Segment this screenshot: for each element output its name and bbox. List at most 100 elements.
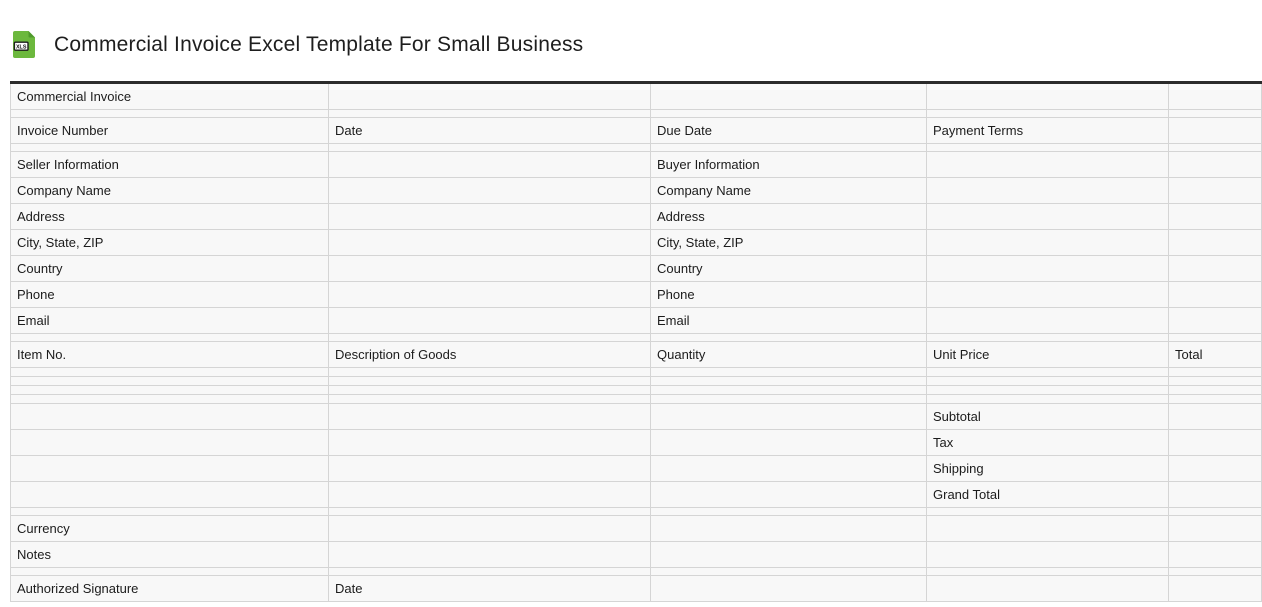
table-cell bbox=[10, 403, 329, 430]
item-row bbox=[10, 394, 1262, 404]
item-row bbox=[10, 385, 1262, 395]
table-cell bbox=[926, 385, 1169, 395]
cell-tax-label: Tax bbox=[926, 429, 1169, 456]
table-cell bbox=[650, 403, 927, 430]
item-row bbox=[10, 367, 1262, 377]
table-cell bbox=[1168, 109, 1262, 118]
cell-currency-label: Currency bbox=[10, 515, 329, 542]
cell-seller-phone-label: Phone bbox=[10, 281, 329, 308]
table-cell bbox=[328, 385, 651, 395]
cell-subtotal-label: Subtotal bbox=[926, 403, 1169, 430]
table-row: Address Address bbox=[10, 203, 1262, 230]
item-header-row: Item No. Description of Goods Quantity U… bbox=[10, 341, 1262, 368]
page-title: Commercial Invoice Excel Template For Sm… bbox=[54, 32, 584, 56]
table-cell bbox=[328, 307, 651, 334]
cell-signature-date-label: Date bbox=[328, 575, 651, 602]
table-cell bbox=[650, 455, 927, 482]
cell-seller-information-label: Seller Information bbox=[10, 151, 329, 178]
cell-description-of-goods-header: Description of Goods bbox=[328, 341, 651, 368]
table-cell bbox=[650, 567, 927, 576]
table-cell bbox=[926, 203, 1169, 230]
table-cell bbox=[926, 109, 1169, 118]
cell-buyer-information-label: Buyer Information bbox=[650, 151, 927, 178]
table-cell bbox=[926, 567, 1169, 576]
table-cell bbox=[1168, 281, 1262, 308]
cell-unit-price-header: Unit Price bbox=[926, 341, 1169, 368]
cell-buyer-phone-label: Phone bbox=[650, 281, 927, 308]
table-cell bbox=[650, 575, 927, 602]
table-cell bbox=[328, 151, 651, 178]
table-row: Shipping bbox=[10, 455, 1262, 482]
cell-buyer-country-label: Country bbox=[650, 255, 927, 282]
table-cell bbox=[926, 255, 1169, 282]
table-cell bbox=[1168, 143, 1262, 152]
table-cell bbox=[1168, 481, 1262, 508]
table-cell bbox=[650, 507, 927, 516]
table-row: Email Email bbox=[10, 307, 1262, 334]
table-cell bbox=[328, 541, 651, 568]
cell-invoice-number-label: Invoice Number bbox=[10, 117, 329, 144]
table-cell bbox=[926, 515, 1169, 542]
table-cell bbox=[10, 143, 329, 152]
cell-seller-city-state-zip-label: City, State, ZIP bbox=[10, 229, 329, 256]
cell-commercial-invoice-title: Commercial Invoice bbox=[10, 82, 329, 110]
table-cell bbox=[328, 403, 651, 430]
table-cell bbox=[328, 515, 651, 542]
table-cell bbox=[10, 109, 329, 118]
table-cell bbox=[10, 367, 329, 377]
table-row: Country Country bbox=[10, 255, 1262, 282]
table-cell bbox=[10, 385, 329, 395]
table-cell bbox=[926, 394, 1169, 404]
cell-due-date-label: Due Date bbox=[650, 117, 927, 144]
table-cell bbox=[926, 376, 1169, 386]
table-cell bbox=[328, 333, 651, 342]
cell-payment-terms-label: Payment Terms bbox=[926, 117, 1169, 144]
spacer-row bbox=[10, 333, 1262, 342]
table-cell bbox=[926, 333, 1169, 342]
table-cell bbox=[1168, 394, 1262, 404]
spacer-row bbox=[10, 109, 1262, 118]
table-cell bbox=[1168, 333, 1262, 342]
table-cell bbox=[328, 376, 651, 386]
table-cell bbox=[1168, 229, 1262, 256]
table-row: Grand Total bbox=[10, 481, 1262, 508]
table-row: Currency bbox=[10, 515, 1262, 542]
table-row: Seller Information Buyer Information bbox=[10, 151, 1262, 178]
table-cell bbox=[328, 255, 651, 282]
cell-shipping-label: Shipping bbox=[926, 455, 1169, 482]
table-cell bbox=[328, 177, 651, 204]
table-cell bbox=[10, 333, 329, 342]
table-cell bbox=[650, 143, 927, 152]
table-cell bbox=[1168, 455, 1262, 482]
table-cell bbox=[650, 541, 927, 568]
cell-date-label: Date bbox=[328, 117, 651, 144]
table-row: Invoice Number Date Due Date Payment Ter… bbox=[10, 117, 1262, 144]
table-cell bbox=[650, 376, 927, 386]
table-cell bbox=[10, 481, 329, 508]
table-cell bbox=[926, 143, 1169, 152]
cell-buyer-company-name-label: Company Name bbox=[650, 177, 927, 204]
table-cell bbox=[650, 394, 927, 404]
table-cell bbox=[328, 143, 651, 152]
table-cell bbox=[1168, 429, 1262, 456]
table-cell bbox=[328, 203, 651, 230]
table-cell bbox=[328, 394, 651, 404]
table-cell bbox=[926, 229, 1169, 256]
table-cell bbox=[926, 281, 1169, 308]
table-cell bbox=[1168, 255, 1262, 282]
table-cell bbox=[1168, 575, 1262, 602]
cell-buyer-city-state-zip-label: City, State, ZIP bbox=[650, 229, 927, 256]
table-cell bbox=[328, 507, 651, 516]
cell-quantity-header: Quantity bbox=[650, 341, 927, 368]
table-cell bbox=[328, 367, 651, 377]
cell-notes-label: Notes bbox=[10, 541, 329, 568]
table-cell bbox=[650, 385, 927, 395]
cell-seller-address-label: Address bbox=[10, 203, 329, 230]
table-cell bbox=[10, 429, 329, 456]
table-cell bbox=[10, 567, 329, 576]
table-cell bbox=[926, 575, 1169, 602]
table-cell bbox=[650, 109, 927, 118]
cell-buyer-address-label: Address bbox=[650, 203, 927, 230]
invoice-table: Commercial Invoice Invoice Number Date D… bbox=[10, 81, 1262, 602]
